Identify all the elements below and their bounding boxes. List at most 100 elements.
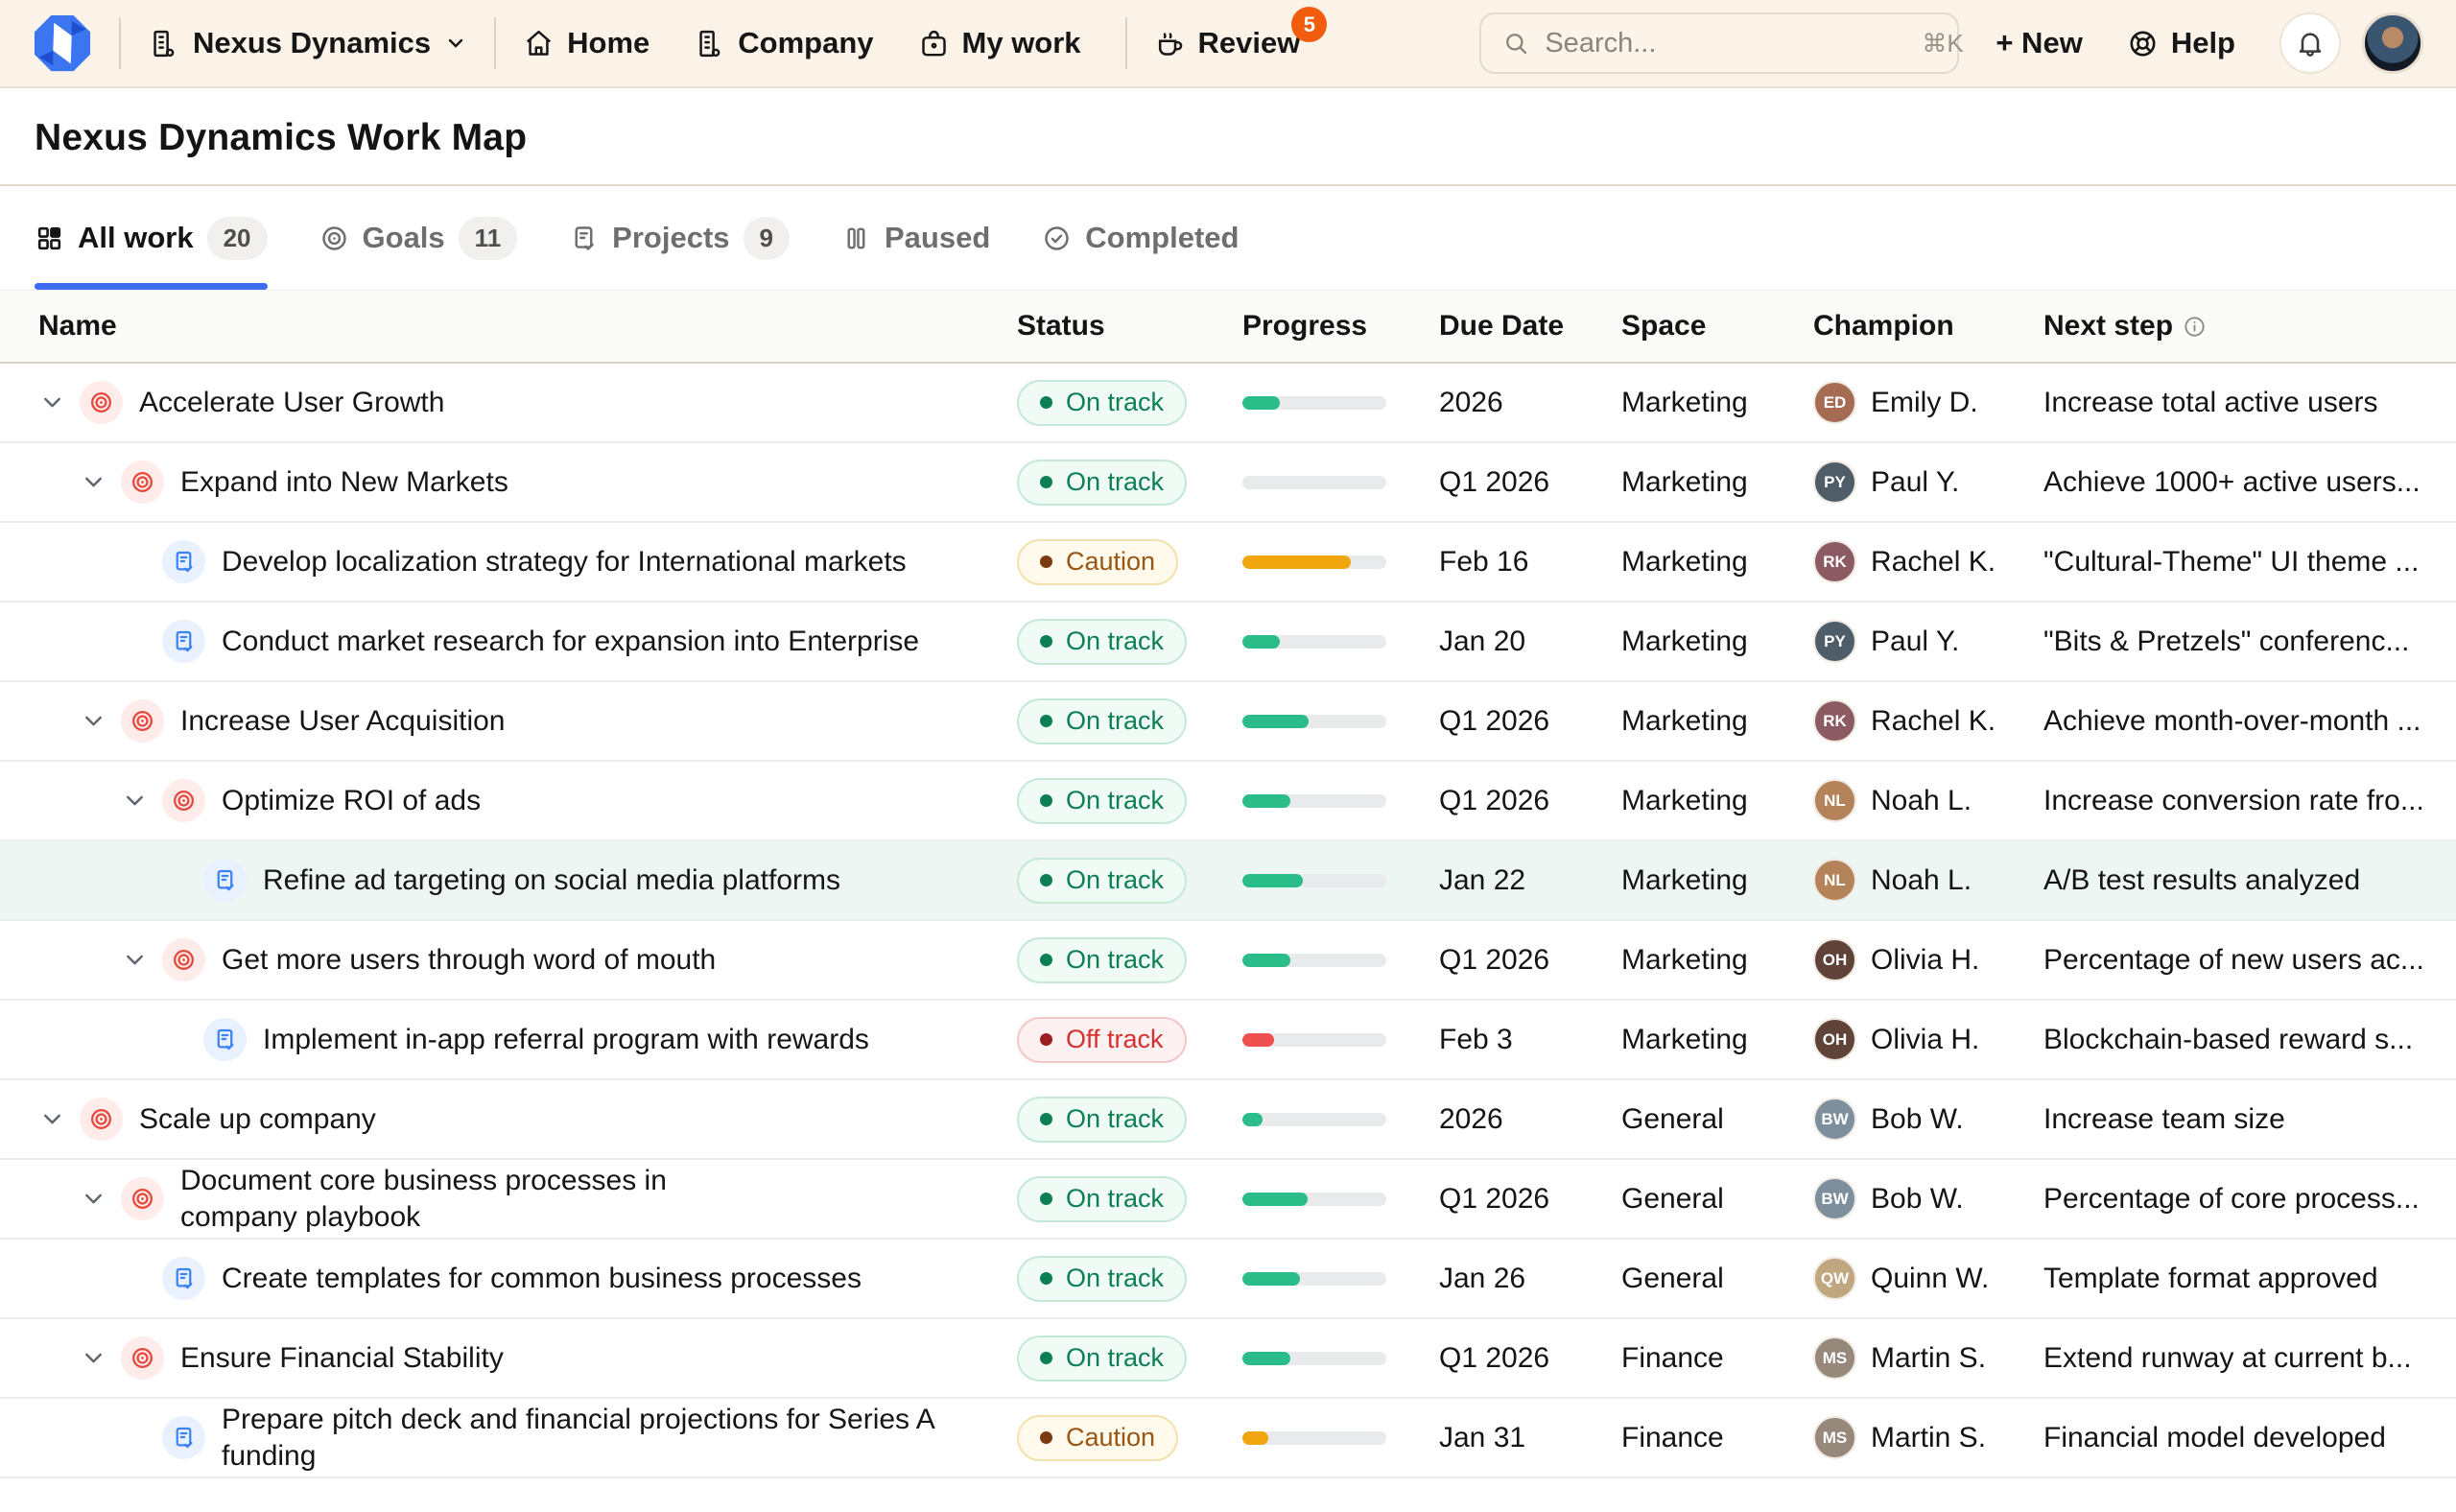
table-row[interactable]: Ensure Financial Stability On track Q1 2… [0,1319,2456,1399]
table-row[interactable]: Conduct market research for expansion in… [0,602,2456,682]
row-expand-chevron-icon[interactable] [38,389,80,416]
tab-projects[interactable]: Projects 9 [569,186,790,290]
new-button[interactable]: + New [1996,26,2082,60]
champion-cell[interactable]: PY Paul Y. [1813,461,2043,504]
column-header-due-date[interactable]: Due Date [1439,310,1565,342]
table-row[interactable]: Implement in-app referral program with r… [0,1001,2456,1080]
champion-cell[interactable]: OH Olivia H. [1813,1018,2043,1061]
table-row[interactable]: Create templates for common business pro… [0,1240,2456,1319]
space-label[interactable]: Marketing [1621,386,1748,418]
table-row[interactable]: Expand into New Markets On track Q1 2026… [0,443,2456,523]
nav-company[interactable]: Company [694,26,874,60]
column-header-name[interactable]: Name [38,310,117,342]
user-avatar[interactable] [2362,12,2423,74]
champion-cell[interactable]: MS Martin S. [1813,1416,2043,1459]
champion-cell[interactable]: RK Rachel K. [1813,699,2043,743]
tab-completed[interactable]: Completed [1042,186,1239,290]
row-expand-chevron-icon[interactable] [80,1344,121,1372]
status-badge[interactable]: On track [1017,1335,1188,1382]
row-name[interactable]: Expand into New Markets [180,465,508,498]
space-label[interactable]: Marketing [1621,1023,1748,1055]
status-badge[interactable]: Off track [1017,1016,1187,1063]
column-header-status[interactable]: Status [1017,310,1105,342]
row-name[interactable]: Implement in-app referral program with r… [263,1023,869,1055]
row-name[interactable]: Get more users through word of mouth [222,943,717,976]
champion-cell[interactable]: RK Rachel K. [1813,540,2043,583]
table-row[interactable]: Develop localization strategy for Intern… [0,523,2456,602]
status-badge[interactable]: On track [1017,459,1188,506]
row-expand-chevron-icon[interactable] [121,946,162,974]
status-badge[interactable]: On track [1017,936,1188,983]
status-badge[interactable]: On track [1017,1255,1188,1302]
tab-goals[interactable]: Goals 11 [319,186,518,290]
search-input[interactable] [1545,27,1907,59]
table-row[interactable]: Increase User Acquisition On track Q1 20… [0,682,2456,762]
champion-cell[interactable]: BW Bob W. [1813,1177,2043,1220]
row-name[interactable]: Ensure Financial Stability [180,1341,504,1374]
champion-cell[interactable]: QW Quinn W. [1813,1257,2043,1300]
row-name[interactable]: Refine ad targeting on social media plat… [263,863,840,896]
row-name[interactable]: Develop localization strategy for Intern… [222,545,907,578]
column-header-progress[interactable]: Progress [1242,310,1368,342]
column-header-champion[interactable]: Champion [1813,310,1954,342]
table-row[interactable]: Scale up company On track 2026 General B… [0,1080,2456,1160]
space-label[interactable]: Marketing [1621,625,1748,657]
champion-cell[interactable]: MS Martin S. [1813,1336,2043,1380]
status-badge[interactable]: On track [1017,857,1188,904]
search-box[interactable]: ⌘K [1479,12,1964,74]
space-label[interactable]: Marketing [1621,784,1748,816]
champion-cell[interactable]: NL Noah L. [1813,859,2043,902]
row-expand-chevron-icon[interactable] [80,1185,121,1213]
space-label[interactable]: General [1621,1262,1724,1294]
status-badge[interactable]: Caution [1017,538,1179,585]
status-badge[interactable]: On track [1017,618,1188,665]
status-badge[interactable]: On track [1017,379,1188,426]
status-badge[interactable]: On track [1017,697,1188,744]
space-label[interactable]: Finance [1621,1341,1724,1374]
space-label[interactable]: General [1621,1182,1724,1215]
status-badge[interactable]: On track [1017,777,1188,824]
table-row[interactable]: Get more users through word of mouth On … [0,921,2456,1001]
tab-paused[interactable]: Paused [841,186,990,290]
status-badge[interactable]: On track [1017,1096,1188,1143]
status-badge[interactable]: Caution [1017,1414,1179,1461]
space-label[interactable]: General [1621,1102,1724,1135]
nav-my-work[interactable]: My work [918,26,1081,60]
row-expand-chevron-icon[interactable] [80,707,121,735]
nav-review[interactable]: Review 5 [1154,7,1328,60]
row-name[interactable]: Optimize ROI of ads [222,784,482,816]
space-label[interactable]: Marketing [1621,545,1748,578]
row-name[interactable]: Scale up company [139,1102,376,1135]
org-switcher[interactable]: Nexus Dynamics [148,26,467,60]
champion-cell[interactable]: OH Olivia H. [1813,938,2043,981]
column-header-next-step[interactable]: Next step [2043,310,2456,343]
row-name[interactable]: Increase User Acquisition [180,704,506,737]
help-button[interactable]: Help [2127,26,2235,60]
row-name[interactable]: Prepare pitch deck and financial project… [222,1403,934,1472]
champion-cell[interactable]: BW Bob W. [1813,1098,2043,1141]
row-expand-chevron-icon[interactable] [38,1105,80,1133]
row-name[interactable]: Create templates for common business pro… [222,1262,862,1294]
table-row[interactable]: Prepare pitch deck and financial project… [0,1399,2456,1478]
row-expand-chevron-icon[interactable] [121,787,162,815]
row-expand-chevron-icon[interactable] [80,468,121,496]
row-name[interactable]: Accelerate User Growth [139,386,445,418]
space-label[interactable]: Marketing [1621,704,1748,737]
space-label[interactable]: Marketing [1621,943,1748,976]
tab-all-work[interactable]: All work 20 [35,186,268,290]
row-name[interactable]: Document core business processes in comp… [180,1164,667,1233]
champion-cell[interactable]: ED Emily D. [1813,381,2043,424]
status-badge[interactable]: On track [1017,1175,1188,1222]
table-row[interactable]: Document core business processes in comp… [0,1160,2456,1240]
notifications-button[interactable] [2279,12,2341,74]
nav-home[interactable]: Home [523,26,649,60]
app-logo-icon[interactable] [33,13,92,73]
table-row[interactable]: Refine ad targeting on social media plat… [0,841,2456,921]
space-label[interactable]: Marketing [1621,465,1748,498]
champion-cell[interactable]: NL Noah L. [1813,779,2043,822]
table-row[interactable]: Optimize ROI of ads On track Q1 2026 Mar… [0,762,2456,841]
column-header-space[interactable]: Space [1621,310,1707,342]
row-name[interactable]: Conduct market research for expansion in… [222,625,920,657]
champion-cell[interactable]: PY Paul Y. [1813,620,2043,663]
table-row[interactable]: Accelerate User Growth On track 2026 Mar… [0,364,2456,443]
